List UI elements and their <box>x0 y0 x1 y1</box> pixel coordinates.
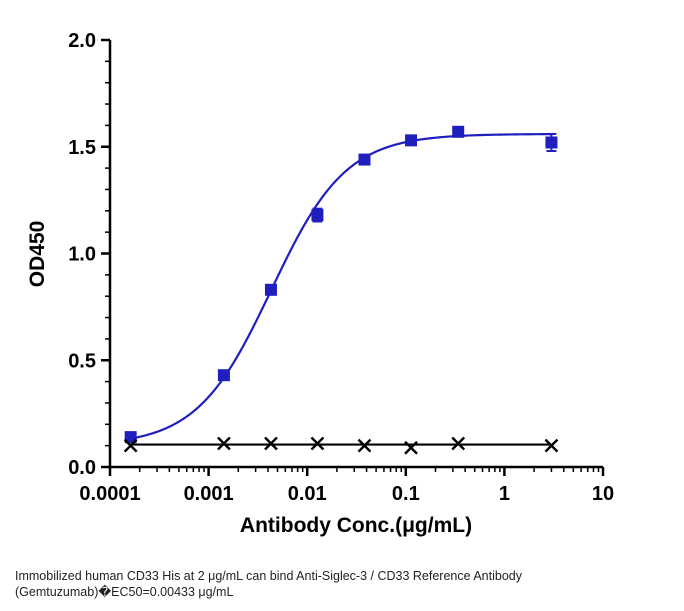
data-point <box>544 438 559 453</box>
data-point <box>357 438 372 453</box>
data-point <box>404 440 418 455</box>
chart: 0.0 0.5 1.0 1.5 2.0 0.0001 0.001 0.01 0.1 1 10 Ant… <box>26 30 614 537</box>
y-tick-label: 1.5 <box>68 137 96 159</box>
data-point <box>311 209 324 222</box>
x-tick-label: 0.01 <box>288 483 327 505</box>
data-point <box>124 431 137 444</box>
data-point <box>545 136 558 149</box>
fit-curve <box>130 133 552 440</box>
y-tick-label: 0.5 <box>68 350 96 372</box>
data-point <box>451 436 466 451</box>
data-point <box>264 283 277 296</box>
data-point <box>405 134 418 147</box>
x-axis-title: Antibody Conc.(μg/mL) <box>240 514 472 537</box>
y-tick-label: 0.0 <box>68 457 96 479</box>
data-point-stroke <box>404 440 418 455</box>
data-point <box>358 153 371 166</box>
data-point-stroke <box>217 436 231 451</box>
x-tick-label: 1 <box>499 483 510 505</box>
x-tick-label: 0.0001 <box>79 483 140 505</box>
data-point <box>310 436 325 451</box>
axes: 0.0 0.5 1.0 1.5 2.0 0.0001 0.001 0.01 0.1 1 10 <box>68 30 614 505</box>
data-point-stroke <box>451 436 466 451</box>
figure-caption: Immobilized human CD33 His at 2 μg/mL ca… <box>15 568 675 600</box>
data-point <box>217 436 231 451</box>
data-point-stroke <box>123 438 138 453</box>
caption-line-1: Immobilized human CD33 His at 2 μg/mL ca… <box>15 569 522 583</box>
x-tick-label: 0.001 <box>184 483 234 505</box>
data-point-stroke <box>264 436 278 451</box>
y-tick-label: 2.0 <box>68 30 96 52</box>
data-point <box>123 438 138 453</box>
data-series <box>123 125 559 455</box>
data-point <box>452 125 465 138</box>
y-axis-title: OD450 <box>26 221 49 288</box>
y-tick-label: 1.0 <box>68 244 96 266</box>
data-point-stroke <box>544 438 559 453</box>
x-tick-label: 10 <box>592 483 614 505</box>
data-point-stroke <box>310 436 325 451</box>
x-tick-label: 0.1 <box>392 483 420 505</box>
data-point <box>264 436 278 451</box>
data-point-stroke <box>357 438 372 453</box>
data-point <box>217 369 230 382</box>
caption-line-2: (Gemtuzumab)�EC50=0.00433 μg/mL <box>15 585 234 599</box>
